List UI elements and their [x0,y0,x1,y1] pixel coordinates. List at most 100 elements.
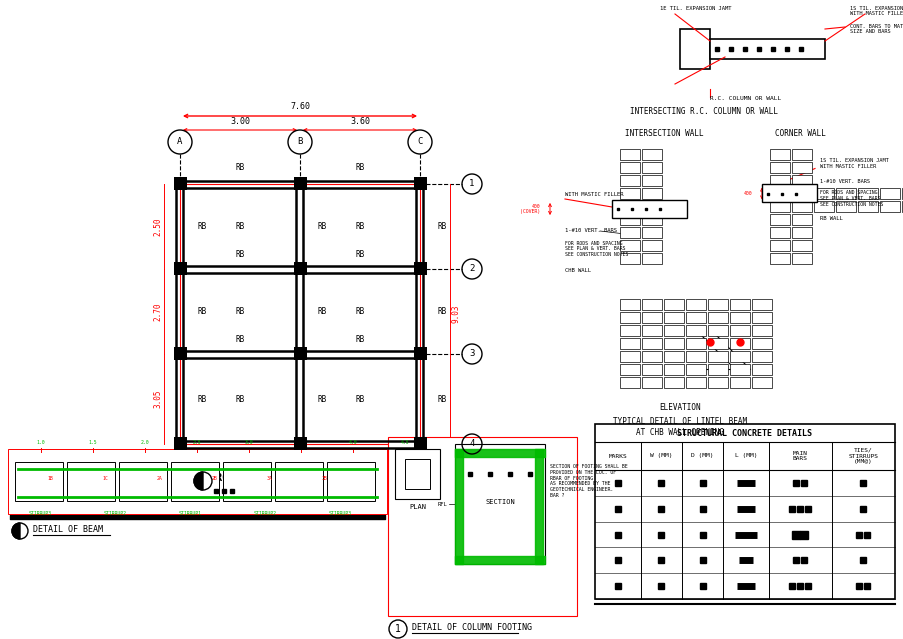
Bar [730,299,749,310]
Bar [173,177,187,190]
Text: 2.50: 2.50 [154,217,163,236]
Text: RB: RB [355,307,364,316]
Bar [707,377,727,388]
Bar [707,299,727,310]
Bar [707,325,727,336]
Bar [685,338,705,349]
Bar [387,437,576,616]
Text: STIRRUP3: STIRRUP3 [29,511,51,516]
Text: STIRRUP1: STIRRUP1 [178,511,201,516]
Bar [685,299,705,310]
Bar [619,201,639,212]
Text: D (MM): D (MM) [691,454,713,459]
Text: FOR RODS AND SPACING
SEE PLAN & VERT. BARS
SEE CONSTRUCTION NOTES: FOR RODS AND SPACING SEE PLAN & VERT. BA… [819,190,882,207]
Text: ELEVATION: ELEVATION [658,403,700,412]
Bar [454,444,545,564]
Bar [641,240,661,251]
Bar [8,449,386,514]
Text: RB: RB [235,394,245,403]
Text: STIRRUP3: STIRRUP3 [328,511,351,516]
Text: 9.03: 9.03 [451,305,460,323]
Bar [730,325,749,336]
Text: RB: RB [355,222,364,231]
Text: 1B: 1B [47,477,52,482]
Bar [769,175,789,186]
Bar [664,377,684,388]
Text: DETAIL OF COLUMN FOOTING: DETAIL OF COLUMN FOOTING [412,624,531,633]
Bar [751,299,771,310]
Text: W (MM): W (MM) [649,454,672,459]
Text: 2.70: 2.70 [154,302,163,321]
Text: DETAIL OF BEAM: DETAIL OF BEAM [33,525,103,534]
Text: STRUCTURAL CONCRETE DETAILS: STRUCTURAL CONCRETE DETAILS [676,429,812,438]
Bar [901,188,903,199]
Bar [619,214,639,225]
Text: 1-#10 VERT. BARS: 1-#10 VERT. BARS [564,229,617,233]
Bar [901,201,903,212]
Bar [791,175,811,186]
Text: RB: RB [355,164,364,173]
Text: SECTION: SECTION [485,499,515,505]
Bar [641,253,661,264]
Text: 4.5: 4.5 [400,440,409,445]
Bar [769,201,789,212]
Text: 2B: 2B [212,477,218,482]
Bar [619,188,639,199]
Bar [730,364,749,375]
Bar [685,351,705,362]
Text: 3.00: 3.00 [229,117,250,126]
Bar [641,364,661,375]
Bar [769,227,789,238]
Bar [791,240,811,251]
Bar [791,162,811,173]
Bar [769,214,789,225]
Bar [67,462,115,501]
Text: RB WALL: RB WALL [819,216,842,221]
Bar [813,201,833,212]
Bar [619,240,639,251]
Text: 1.5: 1.5 [88,440,98,445]
Bar [641,377,661,388]
Bar [769,162,789,173]
Text: C: C [417,137,423,146]
Text: MARKS: MARKS [608,454,627,459]
Text: 4.0: 4.0 [349,440,357,445]
Bar [619,253,639,264]
Text: 3.05: 3.05 [154,390,163,408]
Text: 1S TIL. EXPANSION JAMT
WITH MASTIC FILLER: 1S TIL. EXPANSION JAMT WITH MASTIC FILLE… [819,158,888,169]
Bar [769,188,789,199]
Text: CONT. BARS TO MATCH
SIZE AND BARS: CONT. BARS TO MATCH SIZE AND BARS [849,24,903,35]
Text: 2.0: 2.0 [141,440,149,445]
Bar [791,188,811,199]
Bar [707,338,727,349]
Text: RB: RB [235,307,245,316]
Bar [275,462,322,501]
Bar [641,149,661,160]
Text: 3B: 3B [321,477,328,482]
Text: RB: RB [235,335,245,344]
Text: B: B [297,137,303,146]
Bar [414,262,426,275]
Text: 3.0: 3.0 [245,440,253,445]
Text: RB: RB [438,222,447,231]
Bar [619,227,639,238]
Text: 2: 2 [469,265,474,273]
Bar [641,175,661,186]
Bar [709,39,824,59]
Text: L (MM): L (MM) [734,454,757,459]
Text: ROOF BEAM FRAMING PLAN: ROOF BEAM FRAMING PLAN [216,473,353,483]
Bar [791,227,811,238]
Bar [223,462,271,501]
Bar [619,351,639,362]
Bar [707,351,727,362]
Text: 1-#10 VERT. BARS: 1-#10 VERT. BARS [819,179,869,184]
Bar [619,162,639,173]
Bar [791,149,811,160]
Text: 1S TIL. EXPANSION JAMT
WITH MASTIC FILLER: 1S TIL. EXPANSION JAMT WITH MASTIC FILLE… [849,6,903,17]
Text: RB: RB [235,250,245,259]
Bar [685,364,705,375]
Bar [685,377,705,388]
Bar [751,377,771,388]
Bar [641,227,661,238]
Text: 3: 3 [469,350,474,358]
